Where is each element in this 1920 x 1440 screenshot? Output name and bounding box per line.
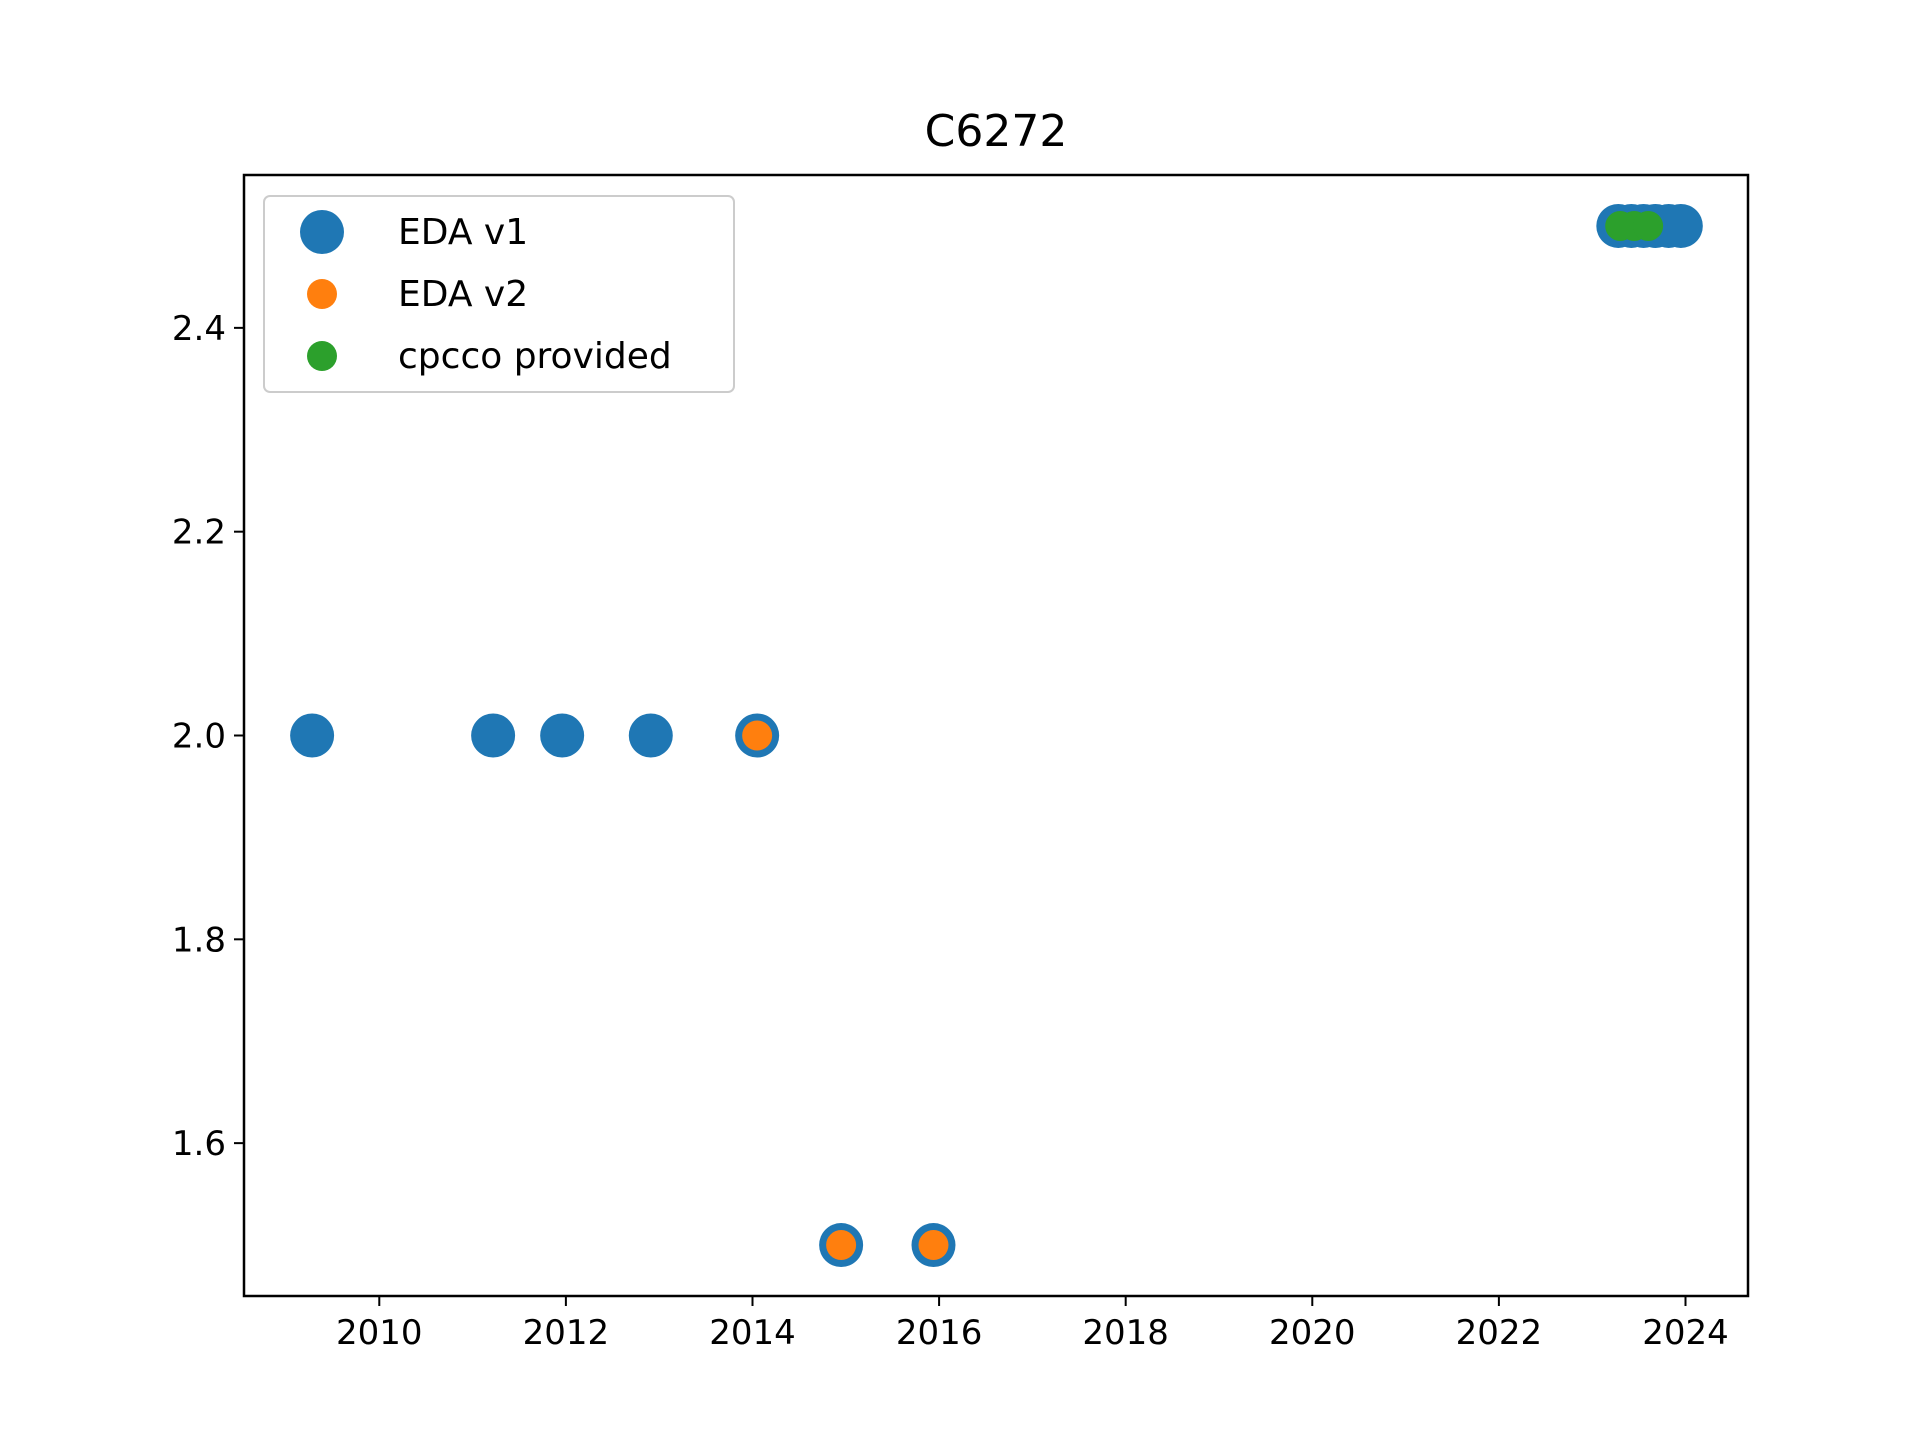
- x-tick-label: 2024: [1642, 1313, 1729, 1353]
- data-point: [918, 1230, 949, 1261]
- legend-marker: [300, 210, 344, 254]
- x-tick-label: 2020: [1269, 1313, 1356, 1353]
- y-tick-label: 2.4: [172, 309, 226, 349]
- y-tick-label: 1.6: [172, 1124, 226, 1164]
- x-tick-label: 2018: [1082, 1313, 1169, 1353]
- legend-marker: [307, 341, 337, 371]
- series-2: [1605, 210, 1664, 241]
- x-tick-label: 2012: [523, 1313, 610, 1353]
- legend-label: EDA v2: [398, 274, 528, 315]
- data-point: [742, 720, 773, 751]
- y-tick-label: 2.0: [172, 717, 226, 757]
- data-point: [826, 1230, 857, 1261]
- data-markers: [290, 203, 1703, 1268]
- data-point: [471, 713, 516, 758]
- data-point: [290, 713, 335, 758]
- x-tick-label: 2022: [1456, 1313, 1543, 1353]
- axis-ticks: 2010 2012 2014 2016 2018 2020 2022 2024 1.6 1.8 2.…: [172, 309, 1729, 1353]
- x-tick-label: 2016: [896, 1313, 983, 1353]
- x-tick-label: 2014: [709, 1313, 796, 1353]
- data-point: [1633, 210, 1664, 241]
- y-tick-label: 2.2: [172, 513, 226, 553]
- legend: EDA v1 EDA v2 cpcco provided: [263, 195, 735, 393]
- y-tick-label: 1.8: [172, 920, 226, 960]
- series-1: [742, 720, 949, 1261]
- plot-frame: [242, 173, 1750, 1298]
- chart-title: C6272: [925, 106, 1068, 157]
- legend-label: EDA v1: [398, 212, 528, 253]
- legend-box: [263, 195, 735, 393]
- data-point: [1658, 203, 1703, 248]
- x-tick-label: 2010: [336, 1313, 423, 1353]
- legend-marker: [307, 279, 337, 309]
- legend-label: cpcco provided: [398, 336, 672, 377]
- data-point: [540, 713, 585, 758]
- data-point: [628, 713, 673, 758]
